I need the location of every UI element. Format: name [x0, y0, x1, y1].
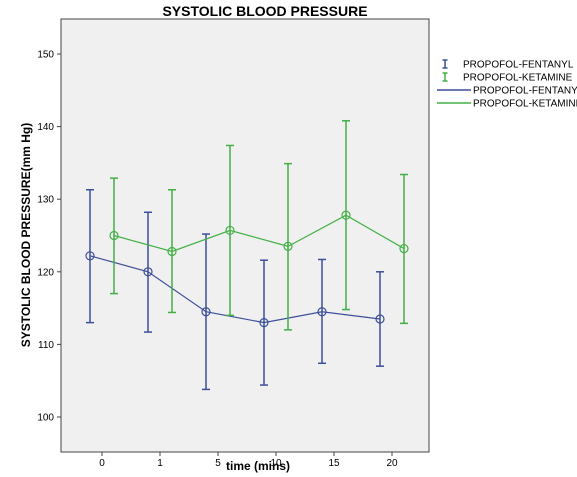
- legend-label: PROPOFOL-KETAMINE: [473, 99, 577, 110]
- error-bar: [86, 189, 94, 324]
- legend-label: PROPOFOL-KETAMINE: [463, 73, 573, 84]
- data-point: [399, 243, 409, 254]
- x-axis: 0 1 5 10 15 20: [99, 452, 398, 469]
- x-tick-label: 0: [99, 458, 105, 469]
- y-tick-label: 100: [37, 413, 54, 424]
- error-bar: [342, 120, 350, 311]
- data-point: [201, 307, 211, 317]
- x-tick-label: 20: [386, 458, 398, 469]
- data-point: [283, 241, 293, 251]
- data-point: [225, 225, 235, 236]
- data-point: [375, 314, 385, 324]
- series-line: [113, 214, 405, 253]
- x-tick-label: 1: [157, 458, 163, 469]
- legend-label: PROPOFOL-FENTANYL: [473, 86, 577, 97]
- x-axis-title: time (mins): [226, 459, 290, 473]
- error-bar: [260, 259, 268, 386]
- data-point: [341, 210, 351, 220]
- data-point: [85, 251, 95, 261]
- x-tick-label: 10: [270, 458, 282, 469]
- data-point: [317, 307, 327, 317]
- y-tick-label: 110: [38, 340, 54, 351]
- error-bar: [284, 162, 292, 331]
- legend-label: PROPOFOL-FENTANYL: [463, 60, 574, 71]
- error-bar: [376, 271, 384, 367]
- error-bar: [226, 144, 234, 317]
- error-bar: [110, 177, 118, 295]
- y-tick-label: 120: [37, 267, 54, 278]
- chart-title: SYSTOLIC BLOOD PRESSURE: [162, 3, 367, 19]
- data-point: [109, 230, 119, 241]
- y-tick-label: 150: [37, 50, 54, 61]
- data-point: [143, 267, 153, 277]
- data-point: [259, 318, 269, 328]
- y-tick-label: 130: [37, 195, 54, 206]
- x-tick-label: 15: [328, 458, 340, 469]
- series-layer: [85, 120, 409, 391]
- y-tick-label: 140: [37, 122, 54, 133]
- legend-item: PROPOFOL-KETAMINE: [437, 99, 577, 110]
- y-axis: 100 110 120 130 140 150: [37, 50, 61, 424]
- legend-item: PROPOFOL-KETAMINE: [442, 72, 573, 84]
- data-point: [167, 246, 177, 257]
- error-bar: [202, 233, 210, 391]
- error-bar: [318, 258, 326, 365]
- legend: PROPOFOL-FENTANYL PROPOFOL-KETAMINE PROPOF…: [437, 59, 577, 110]
- legend-item: PROPOFOL-FENTANYL: [437, 86, 577, 97]
- plot-area: [60, 18, 430, 453]
- series-line: [89, 255, 381, 324]
- y-axis-title: SYSTOLIC BLOOD PRESSURE(mm Hg): [19, 123, 33, 347]
- error-bar: [144, 211, 152, 333]
- error-bar: [400, 173, 408, 325]
- x-tick-label: 5: [215, 458, 221, 469]
- error-bar: [168, 189, 176, 314]
- legend-item: PROPOFOL-FENTANYL: [442, 59, 574, 71]
